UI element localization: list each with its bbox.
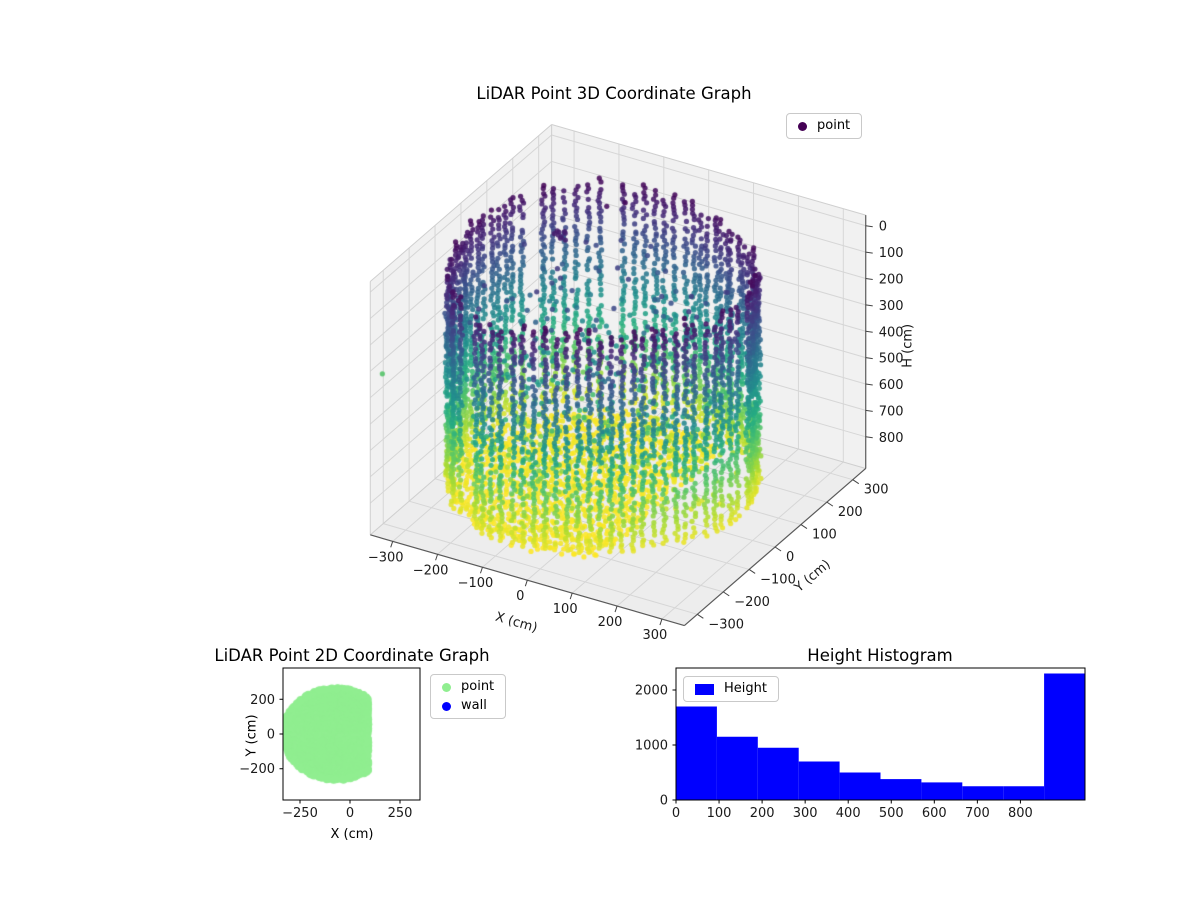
svg-text:100: 100 (553, 602, 578, 617)
svg-text:700: 700 (879, 404, 904, 419)
svg-text:700: 700 (965, 806, 990, 821)
svg-text:200: 200 (879, 272, 904, 287)
plot2d-title: LiDAR Point 2D Coordinate Graph (214, 646, 490, 665)
svg-text:200: 200 (838, 505, 863, 520)
svg-text:−100: −100 (760, 572, 796, 587)
svg-text:300: 300 (879, 299, 904, 314)
svg-text:800: 800 (1008, 806, 1033, 821)
svg-text:100: 100 (707, 806, 732, 821)
point-marker-icon (798, 121, 807, 131)
legend-label: point (817, 118, 851, 133)
plot2d-legend: point wall (430, 674, 507, 719)
svg-text:200: 200 (598, 615, 623, 630)
svg-text:200: 200 (750, 806, 775, 821)
svg-text:0: 0 (660, 794, 668, 809)
legend-entry-point: point (798, 119, 850, 133)
plot2d-xlabel: X (cm) (330, 827, 374, 842)
svg-text:300: 300 (793, 806, 818, 821)
svg-text:Y (cm): Y (cm) (791, 557, 834, 596)
svg-text:800: 800 (879, 431, 904, 446)
svg-text:−300: −300 (708, 617, 744, 632)
svg-text:−200: −200 (413, 563, 449, 578)
legend-label: wall (461, 698, 487, 713)
svg-text:400: 400 (879, 325, 904, 340)
legend-entry-wall: wall (442, 699, 494, 713)
svg-text:−200: −200 (734, 595, 770, 610)
svg-text:100: 100 (879, 246, 904, 261)
plot2d-ylabel: Y (cm) (244, 714, 260, 757)
svg-text:100: 100 (812, 528, 837, 543)
svg-text:0: 0 (672, 806, 680, 821)
legend-label: point (461, 679, 495, 694)
legend-entry-height: Height (695, 682, 767, 696)
legend-label: Height (724, 681, 767, 696)
svg-text:600: 600 (922, 806, 947, 821)
svg-text:0: 0 (786, 550, 794, 565)
svg-text:0: 0 (516, 589, 524, 604)
svg-text:0: 0 (879, 220, 887, 235)
svg-text:300: 300 (643, 628, 668, 643)
svg-text:500: 500 (879, 806, 904, 821)
svg-text:0: 0 (346, 806, 354, 821)
svg-text:X (cm): X (cm) (494, 610, 539, 636)
hist-title: Height Histogram (807, 646, 953, 665)
svg-text:−200: −200 (239, 762, 275, 777)
svg-text:200: 200 (250, 693, 275, 708)
height-swatch-icon (695, 683, 714, 695)
hist-legend: Height (683, 676, 779, 702)
svg-text:−300: −300 (368, 550, 404, 565)
svg-text:2000: 2000 (635, 684, 668, 699)
legend-entry-point: point (442, 680, 494, 694)
svg-text:250: 250 (388, 806, 413, 821)
svg-text:1000: 1000 (635, 739, 668, 754)
svg-text:400: 400 (836, 806, 861, 821)
point-marker-icon (442, 682, 451, 692)
svg-text:300: 300 (864, 483, 889, 498)
plot3d-legend: point (786, 113, 863, 139)
wall-marker-icon (442, 701, 451, 711)
svg-text:0: 0 (267, 728, 275, 743)
svg-text:600: 600 (879, 378, 904, 393)
svg-text:−250: −250 (282, 806, 318, 821)
svg-text:H (cm): H (cm) (901, 324, 916, 368)
svg-text:500: 500 (879, 352, 904, 367)
svg-text:−100: −100 (458, 576, 494, 591)
plot3d-title: LiDAR Point 3D Coordinate Graph (476, 84, 752, 103)
